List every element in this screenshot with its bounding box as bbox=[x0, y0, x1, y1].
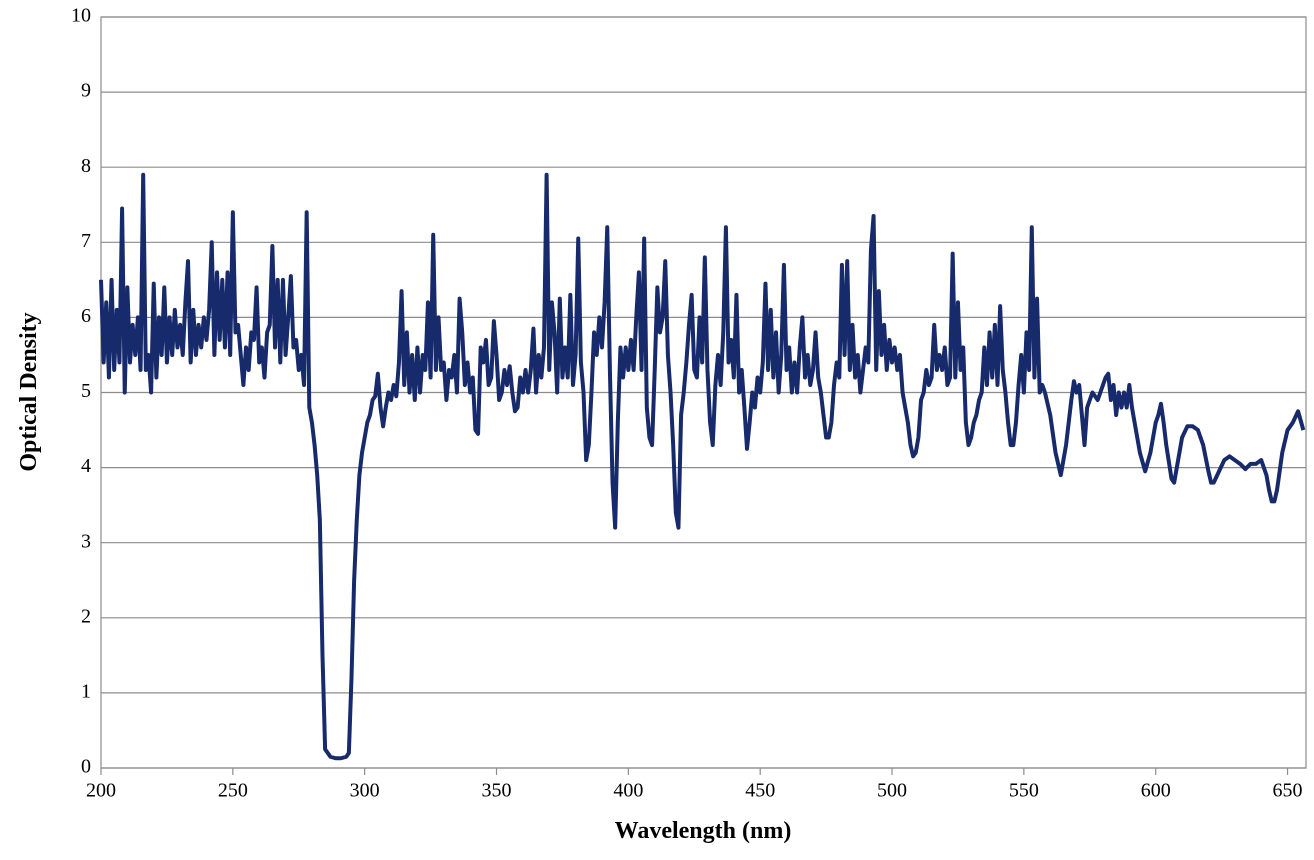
y-tick-label: 8 bbox=[81, 155, 91, 177]
y-tick-label: 3 bbox=[81, 530, 91, 552]
y-tick-label: 10 bbox=[71, 5, 91, 27]
x-tick-label: 650 bbox=[1273, 780, 1303, 802]
x-tick-label: 450 bbox=[745, 780, 775, 802]
x-tick-label: 350 bbox=[482, 780, 512, 802]
x-tick-label: 200 bbox=[86, 780, 116, 802]
y-tick-label: 4 bbox=[81, 455, 91, 477]
y-tick-label: 0 bbox=[81, 756, 91, 778]
y-tick-label: 9 bbox=[81, 80, 91, 102]
x-axis-title: Wavelength (nm) bbox=[615, 818, 792, 844]
x-tick-label: 250 bbox=[218, 780, 248, 802]
x-tick-label: 400 bbox=[613, 780, 643, 802]
x-tick-label: 600 bbox=[1141, 780, 1171, 802]
y-tick-label: 2 bbox=[81, 605, 91, 627]
y-tick-label: 7 bbox=[81, 230, 91, 252]
plot-border bbox=[100, 16, 1307, 769]
y-tick-label: 6 bbox=[81, 305, 91, 327]
y-tick-label: 1 bbox=[81, 680, 91, 702]
y-tick-label: 5 bbox=[81, 380, 91, 402]
x-tick-label: 550 bbox=[1009, 780, 1039, 802]
y-axis-title: Optical Density bbox=[16, 312, 42, 471]
x-tick-label: 300 bbox=[350, 780, 380, 802]
data-line bbox=[99, 172, 1306, 761]
x-tick-label: 500 bbox=[877, 780, 907, 802]
